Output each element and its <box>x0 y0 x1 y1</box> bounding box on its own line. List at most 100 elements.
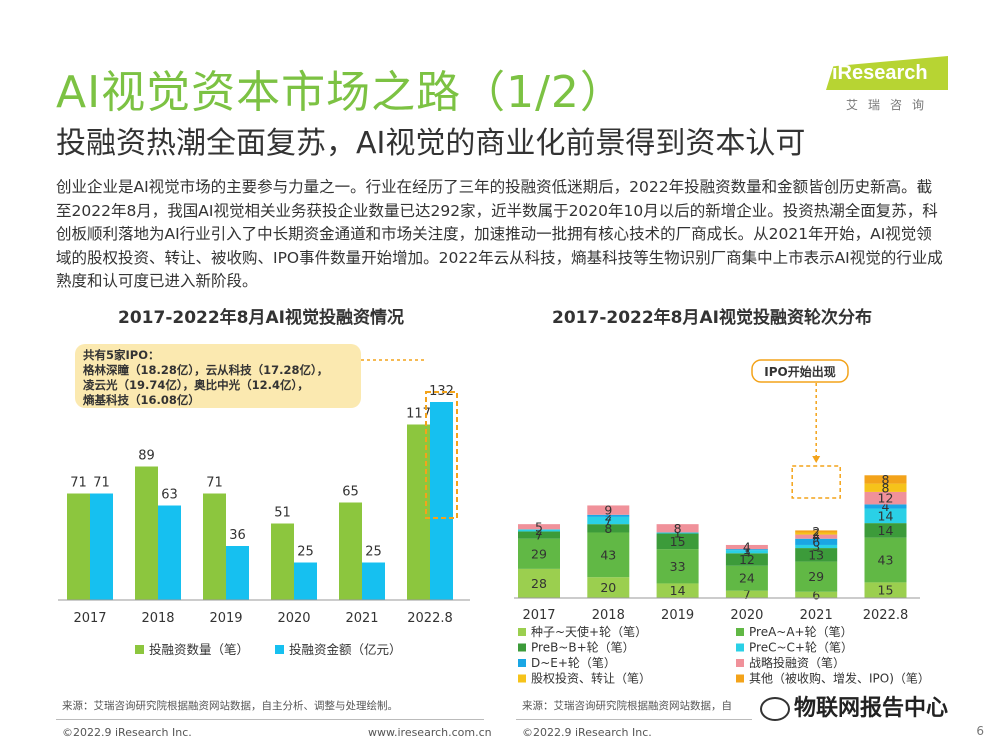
segment-label: 2 <box>812 526 820 541</box>
segment-label: 5 <box>535 519 543 534</box>
data-label: 117 <box>406 407 431 422</box>
right-chart-title: 2017-2022年8月AI视觉投融资轮次分布 <box>552 308 872 328</box>
legend-label: 投融资金额（亿元） <box>289 642 402 657</box>
stack-segment-2019 <box>656 549 699 584</box>
legend-label: D~E+轮（笔） <box>531 655 616 670</box>
stack-segment-2018 <box>587 532 630 578</box>
stack-segment-2021 <box>795 548 838 562</box>
data-label: 25 <box>297 545 314 560</box>
right-footer-divider <box>516 719 752 720</box>
right-copyright: ©2022.9 iResearch Inc. <box>522 726 652 739</box>
segment-label: 7 <box>604 513 612 528</box>
segment-label: 13 <box>808 547 824 562</box>
stack-segment-2022.8 <box>864 508 907 524</box>
segment-label: 8 <box>882 480 890 495</box>
stack-segment-2017 <box>518 529 560 532</box>
legend-label: PreB~B+轮（笔） <box>531 640 635 655</box>
bar-count-2021 <box>339 502 362 600</box>
segment-label: 12 <box>878 491 894 506</box>
data-label: 36 <box>229 528 246 543</box>
x-tick-label: 2021 <box>800 608 833 623</box>
left-copyright: ©2022.9 iResearch Inc. <box>62 726 192 739</box>
segment-label: 1 <box>743 542 751 557</box>
stack-segment-2020 <box>725 565 768 591</box>
stack-segment-2020 <box>725 553 768 566</box>
x-tick-label: 2017 <box>73 611 106 626</box>
legend-label: 股权投资、转让（笔） <box>531 671 651 686</box>
stack-segment-2020 <box>725 549 768 551</box>
segment-label: 4 <box>812 529 820 544</box>
segment-label: 7 <box>743 587 751 602</box>
data-label: 71 <box>206 476 223 491</box>
data-label: 65 <box>342 485 359 500</box>
stack-segment-2021 <box>795 530 838 533</box>
stack-segment-2017 <box>518 538 560 569</box>
bar-amount-2021 <box>362 562 385 600</box>
watermark: 物联网报告中心 <box>760 690 948 722</box>
legend-swatch <box>736 643 744 652</box>
body-paragraph: 创业企业是AI视觉市场的主要参与力量之一。行业在经历了三年的投融资低迷期后，20… <box>56 178 943 290</box>
left-chart-title: 2017-2022年8月AI视觉投融资情况 <box>118 308 404 328</box>
segment-label: 9 <box>604 503 612 518</box>
stack-segment-2019 <box>656 532 699 534</box>
segment-label: 7 <box>535 528 543 543</box>
legend-label: 投融资数量（笔） <box>149 642 249 657</box>
segment-label: 29 <box>531 546 547 561</box>
x-tick-label: 2020 <box>730 608 763 623</box>
segment-label: 15 <box>670 534 686 549</box>
x-tick-label: 2022.8 <box>407 611 453 626</box>
legend-swatch <box>518 659 526 667</box>
bar-amount-2020 <box>294 562 317 600</box>
segment-label: 29 <box>808 569 824 584</box>
stack-segment-2020 <box>725 590 768 598</box>
stack-segment-2022.8 <box>864 582 907 598</box>
segment-label: 14 <box>670 583 686 598</box>
bar-amount-2018 <box>158 505 181 600</box>
website-url[interactable]: www.iresearch.com.cn <box>368 726 492 739</box>
stack-segment-2021 <box>795 534 838 539</box>
legend-swatch <box>736 659 744 667</box>
segment-label: 2 <box>604 508 612 523</box>
callout-line: 凌云光（19.74亿），奥比中光（12.4亿）， <box>83 378 309 392</box>
bar-count-2019 <box>203 493 226 600</box>
stack-segment-2021 <box>795 532 838 535</box>
funding-overview-chart: 71 71 2017 89 63 2018 71 36 2019 51 25 2020 65 25 2021… <box>58 344 470 657</box>
segment-label: 14 <box>878 508 894 523</box>
stack-segment-2019 <box>656 533 699 550</box>
stack-segment-2021 <box>795 538 838 545</box>
stack-segment-2022.8 <box>864 475 907 484</box>
segment-label: 20 <box>600 580 616 595</box>
bar-count-2018 <box>135 466 158 600</box>
callout-line: 熵基科技（16.08亿） <box>82 393 200 407</box>
logo-subtext: 艾瑞咨询 <box>846 98 935 112</box>
x-tick-label: 2018 <box>141 611 174 626</box>
stack-segment-2020 <box>725 544 768 550</box>
legend-swatch <box>736 628 744 636</box>
ipo-start-callout <box>751 359 849 383</box>
bar-count-2017 <box>67 493 90 600</box>
x-tick-label: 2017 <box>522 608 555 623</box>
stack-segment-2018 <box>587 524 630 533</box>
segment-label: 8 <box>674 521 682 536</box>
data-label: 63 <box>161 488 178 503</box>
funding-rounds-chart: 2829725201720438729201814331518201972412… <box>514 359 930 686</box>
stack-segment-2020 <box>725 550 768 554</box>
stack-segment-2022.8 <box>864 483 907 492</box>
ipo-callout-box <box>75 344 361 408</box>
ipo-start-label: IPO开始出现 <box>764 364 835 379</box>
legend-label: PreC~C+轮（笔） <box>749 640 853 655</box>
data-label: 132 <box>429 384 454 399</box>
right-source-note: 来源：艾瑞咨询研究院根据融资网站数据，自 <box>522 700 732 712</box>
segment-label: 6 <box>812 587 820 602</box>
segment-label: 8 <box>604 521 612 536</box>
segment-label: 4 <box>743 540 751 555</box>
legend-swatch <box>135 645 144 654</box>
stack-segment-2021 <box>795 561 838 592</box>
page-title: AI视觉资本市场之路（1/2） <box>56 67 625 118</box>
callout-line: 格林深瞳（18.28亿），云从科技（17.28亿）， <box>83 363 328 377</box>
segment-label: 3 <box>812 539 820 554</box>
page-number: 6 <box>976 724 984 738</box>
x-tick-label: 2019 <box>661 608 694 623</box>
highlight-box <box>425 391 458 519</box>
page-subtitle: 投融资热潮全面复苏，AI视觉的商业化前景得到资本认可 <box>56 126 806 161</box>
